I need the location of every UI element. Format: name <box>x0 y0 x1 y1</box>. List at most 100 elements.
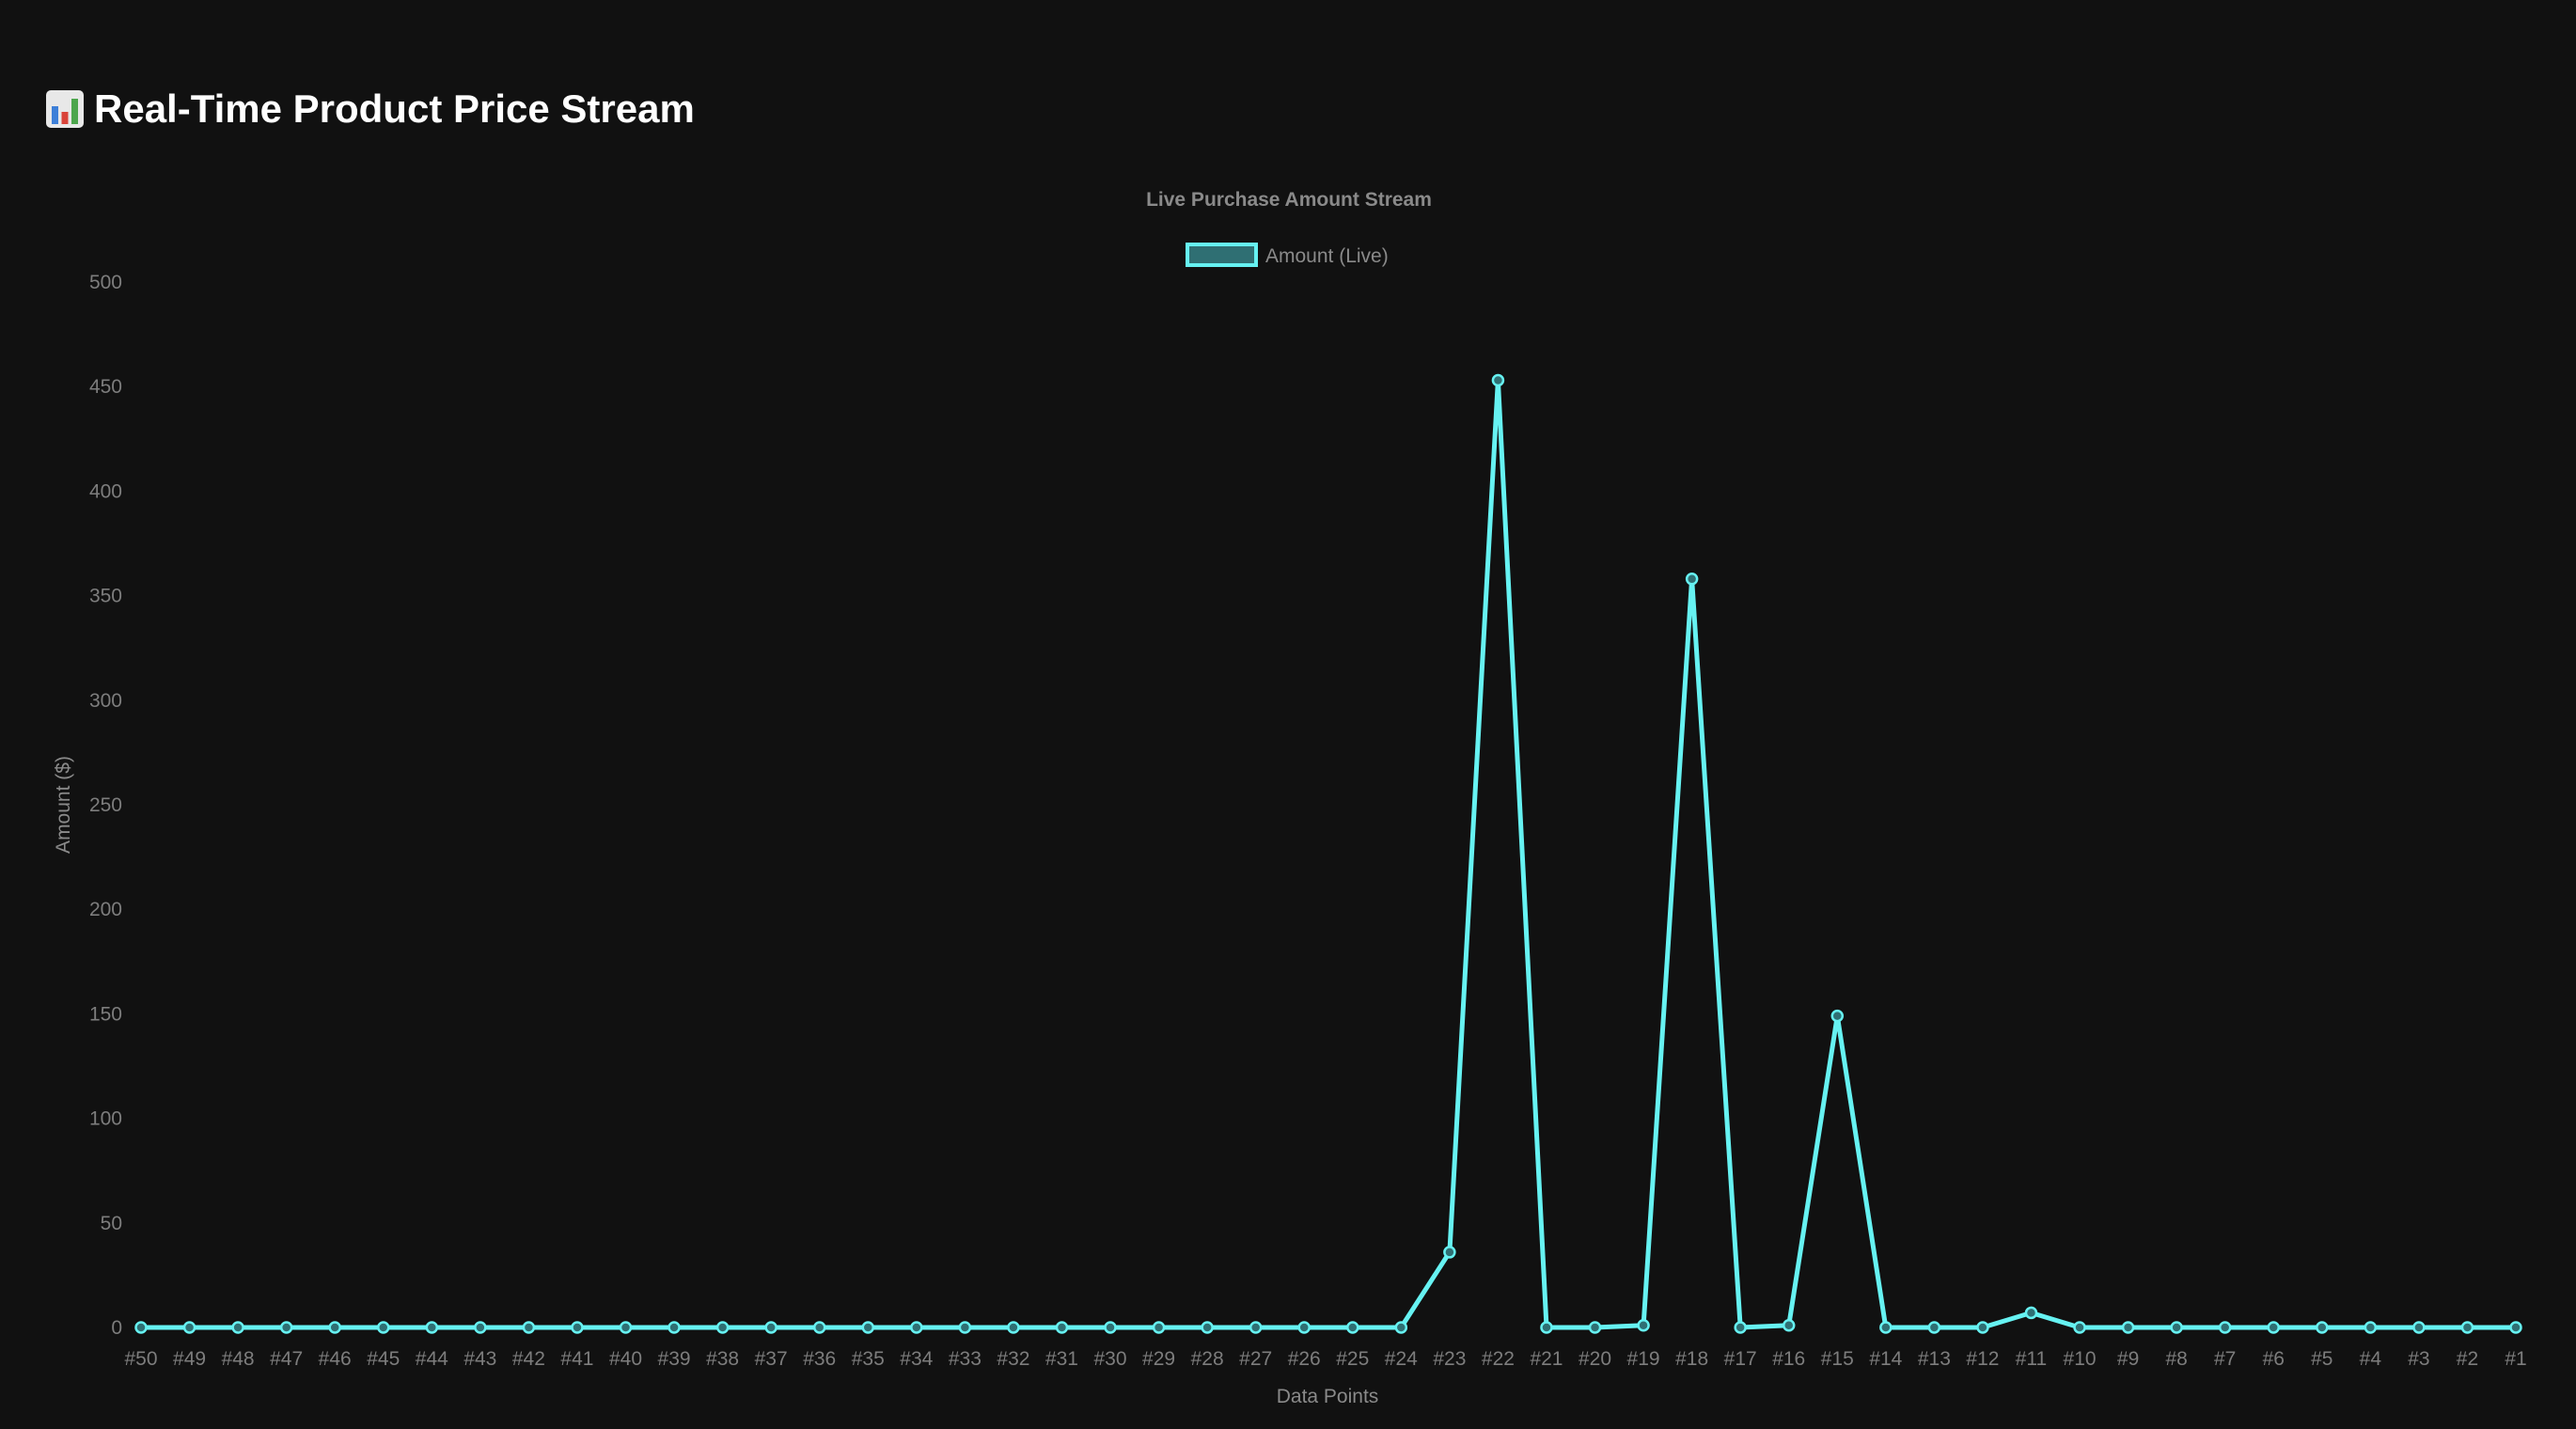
x-tick-label: #28 <box>1191 1348 1224 1370</box>
chart-legend[interactable]: Amount (Live) <box>1186 243 1389 267</box>
data-point[interactable] <box>1491 373 1505 387</box>
data-point[interactable] <box>668 1321 681 1334</box>
x-tick-label: #7 <box>2214 1348 2236 1370</box>
x-tick-label: #40 <box>609 1348 642 1370</box>
x-tick-label: #20 <box>1579 1348 1611 1370</box>
data-point[interactable] <box>715 1321 730 1334</box>
data-point[interactable] <box>1104 1321 1117 1334</box>
x-tick-label: #29 <box>1142 1348 1175 1370</box>
data-point[interactable] <box>1007 1321 1020 1334</box>
data-point[interactable] <box>1685 573 1699 586</box>
data-point[interactable] <box>1443 1246 1456 1259</box>
data-point[interactable] <box>1782 1319 1796 1332</box>
data-point[interactable] <box>2460 1321 2474 1334</box>
data-point[interactable] <box>474 1321 487 1334</box>
y-tick-label: 300 <box>89 690 122 712</box>
x-tick-label: #1 <box>2505 1348 2526 1370</box>
y-axis-ticks: 0 50 100 150 200 250 300 350 400 450 500 <box>89 272 122 1339</box>
data-point[interactable] <box>1976 1321 1989 1334</box>
x-tick-label: #34 <box>900 1348 933 1370</box>
y-axis-title: Amount ($) <box>53 756 74 854</box>
x-tick-label: #9 <box>2117 1348 2139 1370</box>
data-point[interactable] <box>1394 1321 1408 1334</box>
data-point[interactable] <box>2412 1321 2426 1334</box>
data-point[interactable] <box>1249 1321 1263 1334</box>
x-tick-label: #5 <box>2311 1348 2333 1370</box>
data-point[interactable] <box>2316 1321 2329 1334</box>
legend-swatch <box>1186 243 1258 267</box>
y-tick-label: 200 <box>89 899 122 920</box>
data-point[interactable] <box>1927 1321 1941 1334</box>
data-point[interactable] <box>2073 1321 2086 1334</box>
x-tick-label: #18 <box>1675 1348 1708 1370</box>
bar-chart-icon <box>46 90 84 128</box>
y-tick-label: 450 <box>89 376 122 398</box>
x-tick-label: #3 <box>2408 1348 2429 1370</box>
x-tick-label: #32 <box>997 1348 1029 1370</box>
y-tick-label: 50 <box>101 1213 122 1234</box>
data-point[interactable] <box>1152 1321 1166 1334</box>
data-point[interactable] <box>377 1321 390 1334</box>
data-point[interactable] <box>279 1321 293 1334</box>
x-tick-label: #10 <box>2064 1348 2097 1370</box>
x-tick-label: #49 <box>173 1348 206 1370</box>
data-point[interactable] <box>425 1321 439 1334</box>
x-tick-label: #50 <box>124 1348 157 1370</box>
x-tick-label: #22 <box>1482 1348 1515 1370</box>
data-point[interactable] <box>812 1321 826 1334</box>
x-tick-label: #44 <box>416 1348 448 1370</box>
chart-title: Live Purchase Amount Stream <box>1146 189 1432 211</box>
page-title: Real-Time Product Price Stream <box>94 86 695 131</box>
data-point[interactable] <box>2364 1321 2378 1334</box>
data-point[interactable] <box>764 1321 778 1334</box>
data-point[interactable] <box>522 1321 536 1334</box>
x-tick-label: #47 <box>270 1348 303 1370</box>
data-point[interactable] <box>134 1321 148 1334</box>
x-tick-label: #17 <box>1724 1348 1757 1370</box>
series-layer <box>134 373 2522 1334</box>
y-tick-label: 250 <box>89 794 122 816</box>
data-point[interactable] <box>328 1321 341 1334</box>
data-point[interactable] <box>1346 1321 1359 1334</box>
x-tick-label: #2 <box>2457 1348 2478 1370</box>
data-point[interactable] <box>861 1321 875 1334</box>
y-tick-label: 500 <box>89 272 122 293</box>
x-tick-label: #16 <box>1772 1348 1805 1370</box>
x-tick-label: #36 <box>803 1348 836 1370</box>
data-point[interactable] <box>2170 1321 2183 1334</box>
data-point[interactable] <box>2218 1321 2232 1334</box>
data-point[interactable] <box>1201 1321 1214 1334</box>
data-point[interactable] <box>182 1321 196 1334</box>
x-tick-label: #46 <box>319 1348 352 1370</box>
y-tick-label: 150 <box>89 1003 122 1025</box>
data-point[interactable] <box>2121 1321 2135 1334</box>
data-point[interactable] <box>2024 1306 2038 1320</box>
x-tick-label: #11 <box>2016 1348 2047 1370</box>
data-point[interactable] <box>1830 1009 1845 1023</box>
data-point[interactable] <box>571 1321 584 1334</box>
x-tick-label: #30 <box>1093 1348 1126 1370</box>
data-point[interactable] <box>1879 1321 1893 1334</box>
data-point[interactable] <box>1734 1321 1747 1334</box>
data-point[interactable] <box>2509 1321 2522 1334</box>
x-tick-label: #23 <box>1433 1348 1466 1370</box>
data-point[interactable] <box>231 1321 244 1334</box>
x-tick-label: #35 <box>852 1348 885 1370</box>
data-point[interactable] <box>1588 1321 1602 1334</box>
x-axis-ticks: #50 #49 #48 #47 #46 #45 #44 #43 #42 #41 #40 #39 #38 #… <box>124 1348 2526 1370</box>
x-tick-label: #13 <box>1918 1348 1951 1370</box>
x-tick-label: #6 <box>2263 1348 2285 1370</box>
data-point[interactable] <box>619 1321 633 1334</box>
data-point[interactable] <box>1297 1321 1311 1334</box>
x-tick-label: #12 <box>1966 1348 1999 1370</box>
data-point[interactable] <box>1637 1319 1650 1332</box>
x-tick-label: #27 <box>1239 1348 1272 1370</box>
x-tick-label: #38 <box>706 1348 739 1370</box>
data-point[interactable] <box>1055 1321 1069 1334</box>
data-point[interactable] <box>958 1321 972 1334</box>
data-point[interactable] <box>1540 1321 1553 1334</box>
x-tick-label: #21 <box>1530 1348 1563 1370</box>
data-point[interactable] <box>910 1321 923 1334</box>
data-point[interactable] <box>2267 1321 2280 1334</box>
page-header: Real-Time Product Price Stream <box>45 81 695 137</box>
